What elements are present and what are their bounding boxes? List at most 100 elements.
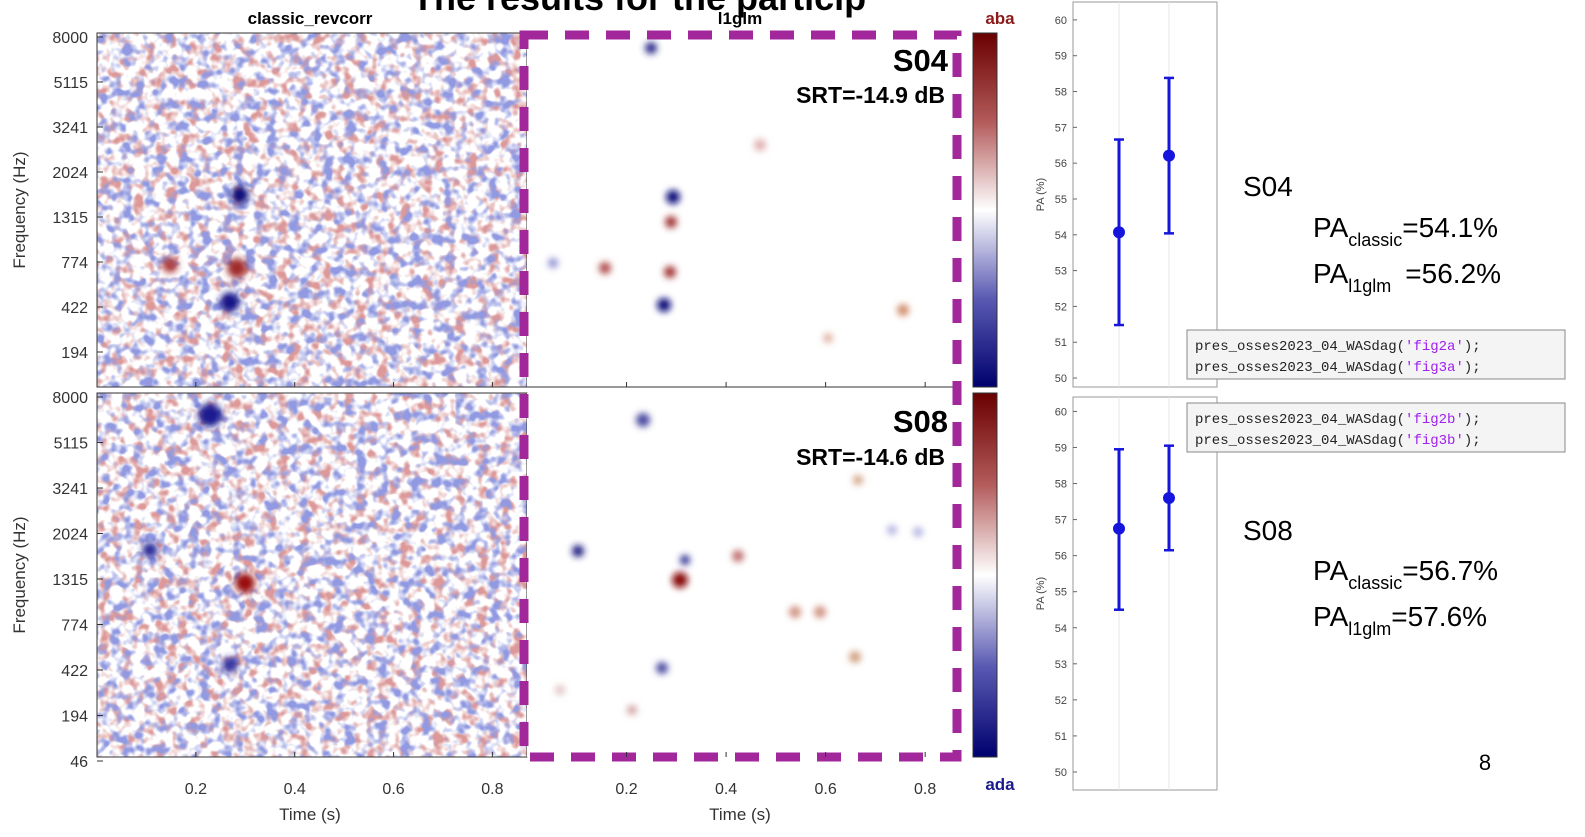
code-part: pres_osses2023_04_WASdag( <box>1195 433 1405 449</box>
heatmap-l1glm <box>519 30 962 762</box>
x-tick-label: 0.6 <box>382 781 404 798</box>
pa-sub: classic <box>1348 573 1402 593</box>
code-part: 'fig2b' <box>1405 412 1464 428</box>
point <box>1163 491 1175 504</box>
y-tick-label: 56 <box>1055 158 1067 170</box>
y-tick-label: 422 <box>61 300 88 317</box>
y-tick-label: 774 <box>61 618 88 635</box>
y-tick-label: 194 <box>61 345 88 362</box>
x-tick-label: 0.4 <box>715 781 737 798</box>
code-line: pres_osses2023_04_WASdag('fig2a'); <box>1195 339 1481 355</box>
y-tick-label: 51 <box>1055 731 1067 743</box>
pa-classic: PAclassic=54.1% <box>1313 212 1498 250</box>
slide-title: The results for the particip <box>412 0 866 18</box>
pa-label: PA <box>1313 555 1349 586</box>
pa-charts: 50 51 52 53 54 55 56 57 58 59 60 PA (%) 50 51 52 53 54 55… <box>1035 1 1218 791</box>
code-part: 'fig3b' <box>1405 433 1464 449</box>
y-axis-title: PA (%) <box>1035 577 1047 610</box>
y-tick-label: 53 <box>1055 659 1067 671</box>
code-part: ); <box>1464 360 1481 376</box>
y-tick-label: 1315 <box>52 572 88 589</box>
code-part: ); <box>1464 433 1481 449</box>
srt-label: SRT=-14.6 dB <box>796 444 945 470</box>
code-part: pres_osses2023_04_WASdag( <box>1195 360 1405 376</box>
page-number: 8 <box>1479 750 1491 775</box>
y-tick-label: 55 <box>1055 587 1067 599</box>
x-tick-label: 0.6 <box>814 781 836 798</box>
y-tick-label: 774 <box>61 255 88 272</box>
x-tick-label: 0.8 <box>481 781 503 798</box>
colorbar <box>972 32 998 388</box>
x-tick-label: 0.4 <box>284 781 306 798</box>
y-tick-label: 54 <box>1055 230 1067 242</box>
y-tick-label: 53 <box>1055 266 1067 278</box>
plot-frame <box>1072 1 1218 388</box>
y-tick-label: 57 <box>1055 122 1067 134</box>
code-line: pres_osses2023_04_WASdag('fig3b'); <box>1195 433 1481 449</box>
pa-label: PA <box>1313 212 1349 243</box>
pa-label: PA <box>1313 258 1349 289</box>
plot-frame <box>1072 396 1218 791</box>
code: pres_osses2023_04_WASdag('fig2a');pres_o… <box>1195 339 1481 449</box>
y-tick-label: 46 <box>70 754 88 771</box>
y-tick-label: 57 <box>1055 515 1067 527</box>
y-tick-label: 2024 <box>52 527 88 544</box>
y-axis-title: PA (%) <box>1035 178 1047 211</box>
heatmap-classic <box>96 32 528 758</box>
y-tick-label: 58 <box>1055 479 1067 491</box>
code-box <box>1186 329 1566 380</box>
y-tick-label: 59 <box>1055 442 1067 454</box>
y-tick-label: 55 <box>1055 194 1067 206</box>
column-title: l1glm <box>718 9 762 28</box>
column-title: classic_revcorr <box>248 9 373 28</box>
y-tick-label: 8000 <box>52 30 88 47</box>
results: S04 PAclassic=54.1% PAl1glm =56.2% S08 PA… <box>1243 171 1501 639</box>
y-tick-label: 3241 <box>52 481 88 498</box>
pa-l1glm: PAl1glm=57.6% <box>1313 601 1487 639</box>
code-part: pres_osses2023_04_WASdag( <box>1195 339 1405 355</box>
pa-sub: classic <box>1348 230 1402 250</box>
y-tick-label: 60 <box>1055 15 1067 27</box>
point <box>1113 522 1125 535</box>
y-tick-label: 60 <box>1055 406 1067 418</box>
code-line: pres_osses2023_04_WASdag('fig3a'); <box>1195 360 1481 376</box>
srt-label: SRT=-14.9 dB <box>796 82 945 108</box>
y-tick-label: 2024 <box>52 165 88 182</box>
code-part: 'fig3a' <box>1405 360 1464 376</box>
colorbar-label: aba <box>985 9 1015 28</box>
subject-label: S08 <box>1243 515 1293 546</box>
y-tick-label: 5115 <box>54 436 89 453</box>
code-part: ); <box>1464 412 1481 428</box>
pa-label: PA <box>1313 601 1349 632</box>
x-tick-label: 0.2 <box>615 781 637 798</box>
x-tick-label: 0.2 <box>185 781 207 798</box>
pa-sub: l1glm <box>1348 276 1391 296</box>
y-tick-label: 3241 <box>52 120 88 137</box>
code-part: ); <box>1464 339 1481 355</box>
subject-label: S08 <box>893 404 948 439</box>
pa-classic: PAclassic=56.7% <box>1313 555 1498 593</box>
point <box>1163 149 1175 162</box>
y-tick-label: 8000 <box>52 390 88 407</box>
pa-sub: l1glm <box>1348 619 1391 639</box>
colorbar <box>972 392 998 758</box>
y-tick-label: 194 <box>61 709 88 726</box>
code-box <box>1186 402 1566 453</box>
y-tick-label: 1315 <box>52 210 88 227</box>
subject-label: S04 <box>1243 171 1293 202</box>
code-part: 'fig2a' <box>1405 339 1464 355</box>
code-part: pres_osses2023_04_WASdag( <box>1195 412 1405 428</box>
y-tick-label: 52 <box>1055 695 1067 707</box>
pa-l1glm: PAl1glm =56.2% <box>1313 258 1501 296</box>
pa-value: =56.7% <box>1402 555 1498 586</box>
y-tick-label: 422 <box>61 663 88 680</box>
y-tick-label: 5115 <box>54 75 89 92</box>
y-tick-label: 50 <box>1055 373 1067 385</box>
y-tick-label: 51 <box>1055 337 1067 349</box>
y-tick-label: 52 <box>1055 301 1067 313</box>
x-axis-title: Time (s) <box>279 805 341 824</box>
subject-label: S04 <box>893 43 949 78</box>
point <box>1113 226 1125 239</box>
